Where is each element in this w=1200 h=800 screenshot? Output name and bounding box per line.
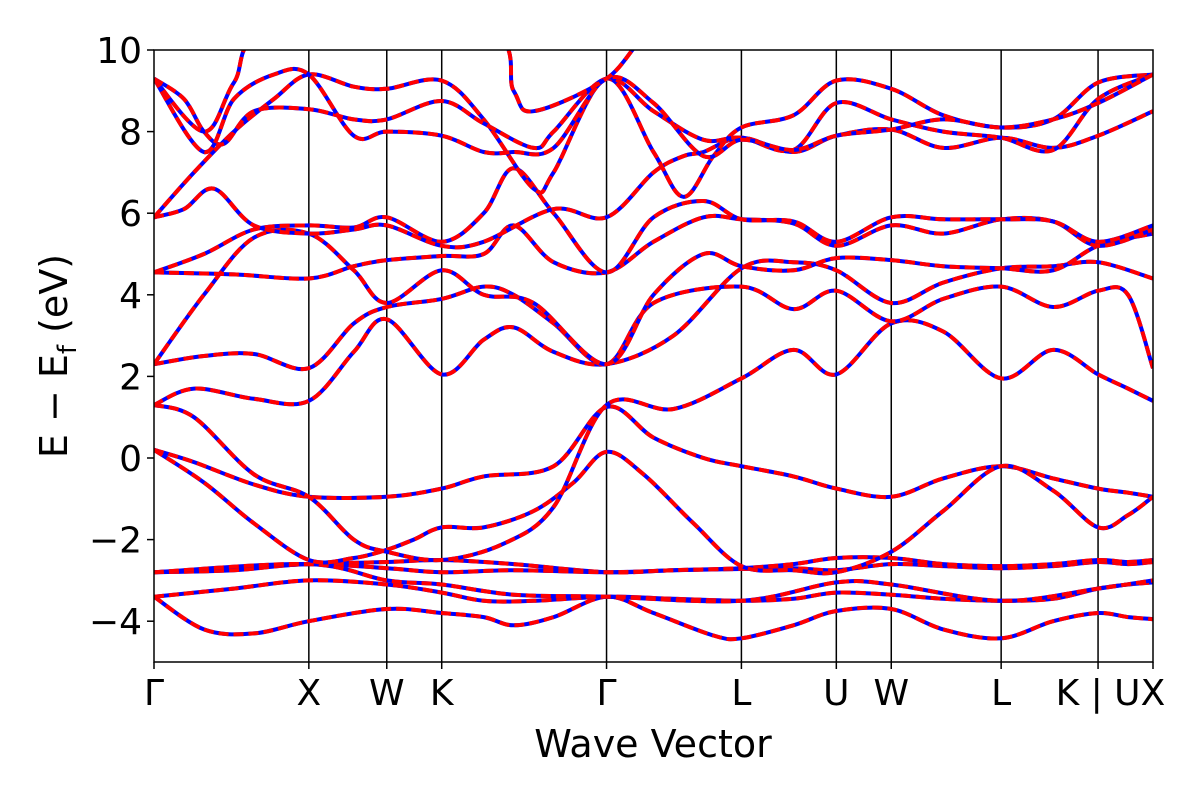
y-tick-label: 4 <box>119 276 142 317</box>
x-tick-label: Γ <box>597 673 617 714</box>
y-tick-label: −4 <box>89 602 142 643</box>
y-axis-ticks: 10 8 6 4 2 0 −2 −4 <box>89 31 154 643</box>
y-tick-label: 2 <box>119 357 142 398</box>
band-line-red-0 <box>154 594 1153 642</box>
y-axis-title-main: E − E <box>32 354 76 458</box>
y-tick-label: 8 <box>119 113 142 154</box>
x-axis-title: Wave Vector <box>534 722 772 766</box>
y-tick-label: 6 <box>119 194 142 235</box>
x-tick-label: K <box>430 673 455 714</box>
band-lines <box>154 50 1153 642</box>
y-tick-label: −2 <box>89 521 142 562</box>
x-tick-label: W <box>369 673 405 714</box>
x-tick-label: X <box>1141 673 1166 714</box>
y-axis-title-subscript: f <box>53 344 83 354</box>
band-line-red-17 <box>154 50 635 134</box>
band-line-red-11 <box>154 213 1153 281</box>
x-tick-label: L <box>731 673 751 714</box>
band-line-red-15 <box>154 72 1153 154</box>
x-tick-label: K | U <box>1056 673 1141 714</box>
band-line-red-10 <box>154 227 1153 367</box>
band-line-red-7 <box>154 318 1153 563</box>
x-tick-label: W <box>873 673 909 714</box>
y-tick-label: 10 <box>96 31 142 72</box>
band-line-red-13 <box>154 109 1153 250</box>
y-axis-title: E − Ef (eV) <box>32 254 83 458</box>
band-line-red-6 <box>154 448 1153 576</box>
x-tick-label: Γ <box>144 673 164 714</box>
x-tick-label: L <box>991 673 1011 714</box>
band-line-red-16 <box>154 66 1153 160</box>
y-tick-label: 0 <box>119 439 142 480</box>
band-line-red-9 <box>154 284 1153 372</box>
band-line-red-5 <box>154 404 1153 501</box>
x-tick-label: U <box>823 673 849 714</box>
plot-frame <box>153 49 1154 663</box>
band-line-red-12 <box>154 166 1153 275</box>
band-line-blue-4 <box>154 561 1153 604</box>
y-axis-title-unit: (eV) <box>32 254 76 345</box>
x-tick-label: X <box>297 673 322 714</box>
